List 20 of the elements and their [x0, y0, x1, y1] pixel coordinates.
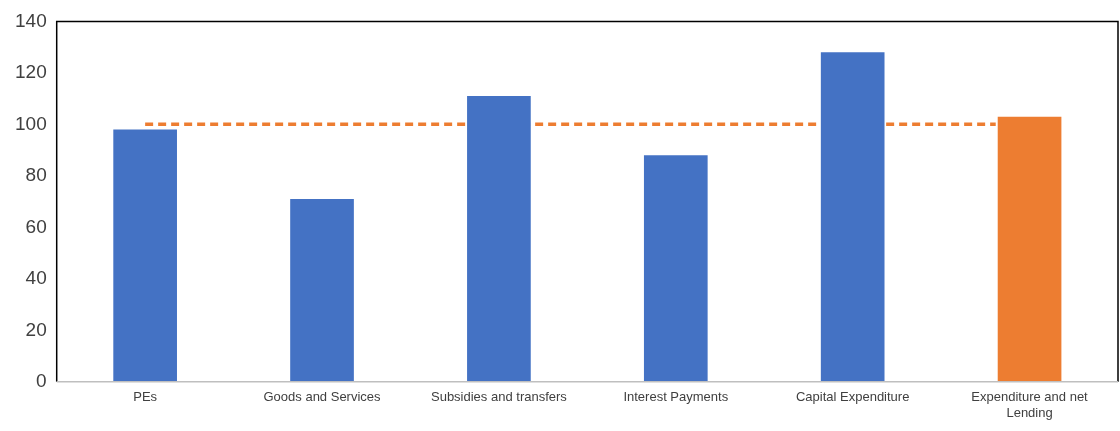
x-tick-label: Subsidies and transfers: [430, 389, 568, 405]
bar: [467, 96, 531, 382]
x-tick-label: Expenditure and net Lending: [971, 389, 1089, 420]
y-tick-label: 20: [25, 318, 47, 340]
x-tick-label: Capital Expenditure: [795, 389, 910, 405]
x-tick-label: PEs: [133, 389, 158, 405]
y-tick-label: 60: [25, 215, 47, 237]
x-tick-label: Goods and Services: [263, 389, 382, 405]
x-tick-label: Interest Payments: [623, 389, 729, 405]
y-tick-label: 0: [36, 370, 47, 392]
y-tick-label: 80: [25, 164, 47, 186]
bar: [113, 129, 177, 382]
y-tick-label: 40: [25, 267, 47, 289]
bar: [290, 199, 354, 382]
y-tick-label: 140: [15, 9, 47, 31]
bar: [820, 52, 885, 382]
y-tick-label: 120: [15, 61, 47, 83]
bar: [997, 116, 1062, 382]
bar: [643, 155, 708, 382]
y-tick-label: 100: [15, 112, 47, 134]
